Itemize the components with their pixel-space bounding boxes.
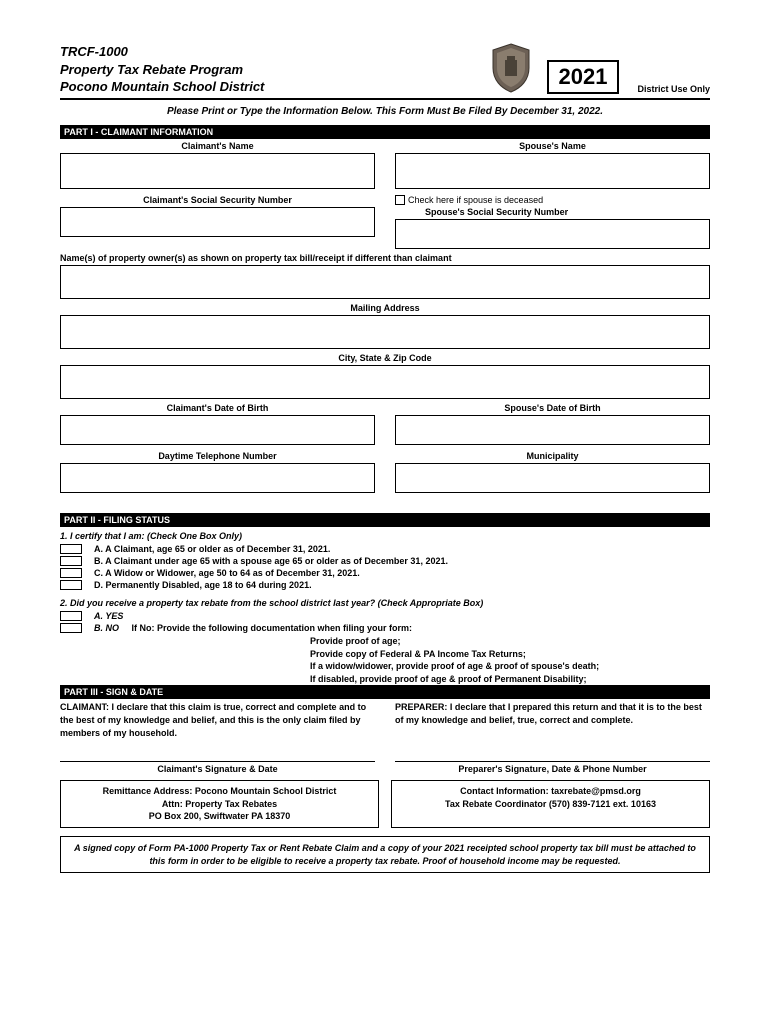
q1-d-text: D. Permanently Disabled, age 18 to 64 du… — [94, 580, 312, 590]
claimant-name-label: Claimant's Name — [60, 141, 375, 151]
owner-names-label: Name(s) of property owner(s) as shown on… — [60, 253, 710, 263]
spouse-dob-label: Spouse's Date of Birth — [395, 403, 710, 413]
header-title-block: TRCF-1000 Property Tax Rebate Program Po… — [60, 43, 475, 96]
municipality-input[interactable] — [395, 463, 710, 493]
q1-a-text: A. A Claimant, age 65 or older as of Dec… — [94, 544, 330, 554]
claimant-ssn-input[interactable] — [60, 207, 375, 237]
doc4: If disabled, provide proof of age & proo… — [310, 673, 710, 686]
q1-text: 1. I certify that I am: (Check One Box O… — [60, 531, 710, 541]
q1-c-checkbox[interactable] — [60, 568, 82, 578]
spouse-name-input[interactable] — [395, 153, 710, 189]
claimant-dob-input[interactable] — [60, 415, 375, 445]
doc3: If a widow/widower, provide proof of age… — [310, 660, 710, 673]
preparer-declaration: PREPARER: I declare that I prepared this… — [395, 701, 710, 739]
q2-yes-text: A. YES — [94, 611, 123, 621]
q1-c-text: C. A Widow or Widower, age 50 to 64 as o… — [94, 568, 360, 578]
doc1: Provide proof of age; — [310, 635, 710, 648]
q1-a-checkbox[interactable] — [60, 544, 82, 554]
remit-line2: Attn: Property Tax Rebates — [67, 798, 372, 811]
spouse-ssn-label: Spouse's Social Security Number — [395, 207, 710, 217]
q1-b-checkbox[interactable] — [60, 556, 82, 566]
part3-header: PART III - SIGN & DATE — [60, 685, 710, 699]
claimant-signature-line[interactable]: Claimant's Signature & Date — [60, 761, 375, 774]
part1-header: PART I - CLAIMANT INFORMATION — [60, 125, 710, 139]
district-name: Pocono Mountain School District — [60, 78, 475, 96]
contact-line1: Contact Information: taxrebate@pmsd.org — [398, 785, 703, 798]
remit-line3: PO Box 200, Swiftwater PA 18370 — [67, 810, 372, 823]
documentation-list: Provide proof of age; Provide copy of Fe… — [310, 635, 710, 685]
claimant-name-input[interactable] — [60, 153, 375, 189]
city-input[interactable] — [60, 365, 710, 399]
owner-names-input[interactable] — [60, 265, 710, 299]
spouse-ssn-input[interactable] — [395, 219, 710, 249]
q1-b-text: B. A Claimant under age 65 with a spouse… — [94, 556, 448, 566]
doc2: Provide copy of Federal & PA Income Tax … — [310, 648, 710, 661]
district-use-label: District Use Only — [637, 84, 710, 96]
claimant-declaration: CLAIMANT: I declare that this claim is t… — [60, 701, 375, 739]
q2-no-text: If No: Provide the following documentati… — [132, 623, 413, 633]
footer-notice: A signed copy of Form PA-1000 Property T… — [60, 836, 710, 873]
q1-d-checkbox[interactable] — [60, 580, 82, 590]
deceased-label: Check here if spouse is deceased — [408, 195, 543, 205]
claimant-dob-label: Claimant's Date of Birth — [60, 403, 375, 413]
program-name: Property Tax Rebate Program — [60, 61, 475, 79]
remittance-box: Remittance Address: Pocono Mountain Scho… — [60, 780, 379, 828]
district-seal-icon — [483, 40, 539, 96]
spouse-dob-input[interactable] — [395, 415, 710, 445]
mailing-label: Mailing Address — [60, 303, 710, 313]
deceased-checkbox[interactable] — [395, 195, 405, 205]
q2-no-prefix: B. NO — [94, 623, 119, 633]
contact-line2: Tax Rebate Coordinator (570) 839-7121 ex… — [398, 798, 703, 811]
form-code: TRCF-1000 — [60, 43, 475, 61]
contact-box: Contact Information: taxrebate@pmsd.org … — [391, 780, 710, 828]
form-year: 2021 — [547, 60, 620, 94]
spouse-name-label: Spouse's Name — [395, 141, 710, 151]
part2-header: PART II - FILING STATUS — [60, 513, 710, 527]
q2-yes-checkbox[interactable] — [60, 611, 82, 621]
city-label: City, State & Zip Code — [60, 353, 710, 363]
preparer-signature-line[interactable]: Preparer's Signature, Date & Phone Numbe… — [395, 761, 710, 774]
q2-text: 2. Did you receive a property tax rebate… — [60, 598, 710, 608]
q2-no-checkbox[interactable] — [60, 623, 82, 633]
claimant-ssn-label: Claimant's Social Security Number — [60, 195, 375, 205]
mailing-input[interactable] — [60, 315, 710, 349]
instruction-text: Please Print or Type the Information Bel… — [60, 106, 710, 117]
deceased-check-row: Check here if spouse is deceased — [395, 195, 710, 205]
q2-no-row: B. NO If No: Provide the following docum… — [94, 623, 412, 633]
remit-line1: Remittance Address: Pocono Mountain Scho… — [67, 785, 372, 798]
phone-label: Daytime Telephone Number — [60, 451, 375, 461]
municipality-label: Municipality — [395, 451, 710, 461]
header: TRCF-1000 Property Tax Rebate Program Po… — [60, 40, 710, 100]
phone-input[interactable] — [60, 463, 375, 493]
